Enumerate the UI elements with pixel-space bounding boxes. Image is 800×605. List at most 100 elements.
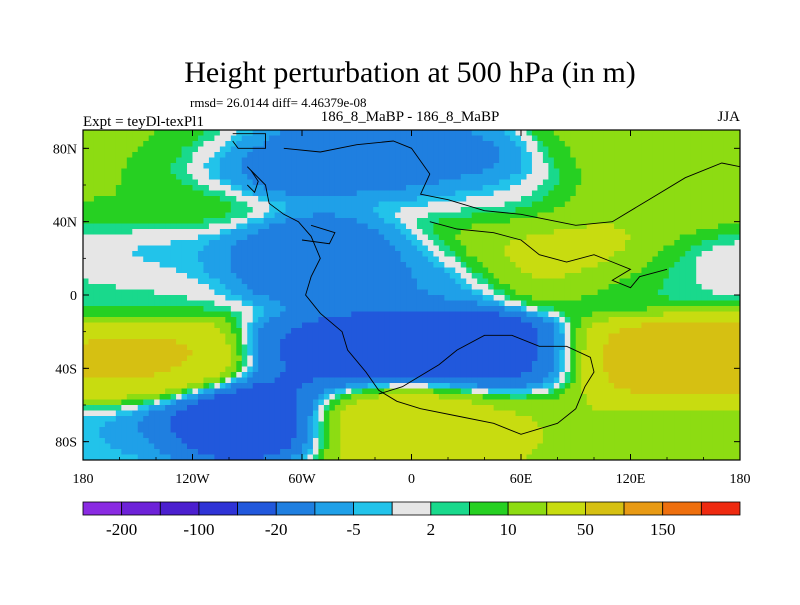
field-cell bbox=[176, 273, 183, 280]
field-cell bbox=[701, 234, 708, 241]
field-cell bbox=[236, 130, 243, 137]
field-cell bbox=[526, 212, 533, 219]
field-cell bbox=[351, 311, 358, 318]
field-cell bbox=[570, 251, 577, 258]
field-cell bbox=[395, 256, 402, 263]
field-cell bbox=[559, 157, 566, 164]
field-cell bbox=[564, 339, 571, 346]
field-cell bbox=[663, 300, 670, 307]
field-cell bbox=[734, 262, 740, 269]
field-cell bbox=[203, 317, 210, 324]
field-cell bbox=[444, 146, 451, 153]
field-cell bbox=[477, 240, 484, 247]
field-cell bbox=[723, 240, 730, 247]
field-cell bbox=[526, 218, 533, 225]
field-cell bbox=[236, 339, 243, 346]
field-cell bbox=[597, 344, 604, 351]
field-cell bbox=[455, 273, 462, 280]
field-cell bbox=[608, 135, 615, 142]
field-cell bbox=[416, 240, 424, 247]
field-cell bbox=[488, 306, 495, 313]
field-cell bbox=[427, 141, 434, 148]
field-cell bbox=[148, 212, 155, 219]
field-cell bbox=[526, 190, 533, 197]
field-cell bbox=[154, 207, 161, 214]
field-cell bbox=[132, 157, 139, 164]
field-cell bbox=[586, 179, 593, 186]
field-cell bbox=[625, 240, 632, 247]
field-cell bbox=[203, 262, 210, 269]
field-cell bbox=[236, 289, 243, 296]
field-cell bbox=[241, 278, 248, 285]
field-cell bbox=[537, 201, 544, 208]
field-cell bbox=[652, 306, 659, 313]
field-cell bbox=[581, 135, 588, 142]
field-cell bbox=[176, 339, 183, 346]
field-cell bbox=[690, 344, 697, 351]
field-cell bbox=[214, 141, 221, 148]
field-cell bbox=[362, 355, 369, 362]
field-cell bbox=[367, 333, 374, 340]
field-cell bbox=[510, 278, 517, 285]
field-cell bbox=[488, 273, 495, 280]
field-cell bbox=[395, 322, 402, 329]
field-cell bbox=[126, 207, 133, 214]
field-cell bbox=[104, 185, 111, 192]
field-cell bbox=[258, 190, 265, 197]
field-cell bbox=[395, 355, 402, 362]
field-cell bbox=[460, 190, 467, 197]
field-cell bbox=[449, 223, 456, 230]
field-cell bbox=[449, 306, 456, 313]
field-cell bbox=[504, 146, 511, 153]
field-cell bbox=[592, 311, 599, 318]
field-cell bbox=[269, 355, 276, 362]
field-cell bbox=[542, 344, 549, 351]
field-cell bbox=[564, 245, 571, 252]
field-cell bbox=[115, 295, 122, 302]
field-cell bbox=[307, 163, 314, 170]
field-cell bbox=[542, 278, 549, 285]
field-cell bbox=[575, 152, 582, 159]
field-cell bbox=[296, 185, 303, 192]
field-cell bbox=[701, 328, 708, 335]
field-cell bbox=[586, 328, 593, 335]
field-cell bbox=[230, 196, 237, 203]
field-cell bbox=[345, 207, 352, 214]
field-cell bbox=[504, 240, 511, 247]
field-cell bbox=[411, 355, 418, 362]
field-cell bbox=[531, 339, 539, 346]
field-cell bbox=[214, 262, 221, 269]
field-cell bbox=[99, 245, 106, 252]
field-cell bbox=[597, 135, 604, 142]
field-cell bbox=[99, 355, 106, 362]
field-cell bbox=[718, 163, 725, 170]
field-cell bbox=[537, 328, 544, 335]
field-cell bbox=[356, 328, 363, 335]
field-cell bbox=[406, 179, 413, 186]
field-cell bbox=[230, 190, 237, 197]
field-cell bbox=[597, 262, 604, 269]
field-cell bbox=[252, 306, 259, 313]
field-cell bbox=[466, 163, 473, 170]
field-cell bbox=[526, 344, 533, 351]
field-cell bbox=[132, 135, 139, 142]
field-cell bbox=[143, 201, 150, 208]
field-cell bbox=[707, 311, 714, 318]
field-cell bbox=[729, 273, 736, 280]
field-cell bbox=[115, 157, 122, 164]
field-cell bbox=[477, 328, 484, 335]
field-cell bbox=[542, 289, 549, 296]
field-cell bbox=[165, 174, 172, 181]
field-cell bbox=[132, 141, 139, 148]
field-cell bbox=[526, 350, 533, 357]
field-cell bbox=[597, 212, 604, 219]
field-cell bbox=[378, 251, 385, 258]
field-cell bbox=[154, 152, 161, 159]
field-cell bbox=[104, 278, 111, 285]
field-cell bbox=[340, 229, 347, 236]
field-cell bbox=[203, 146, 210, 153]
field-cell bbox=[126, 201, 133, 208]
field-cell bbox=[170, 251, 177, 258]
field-cell bbox=[548, 339, 555, 346]
field-cell bbox=[334, 207, 341, 214]
